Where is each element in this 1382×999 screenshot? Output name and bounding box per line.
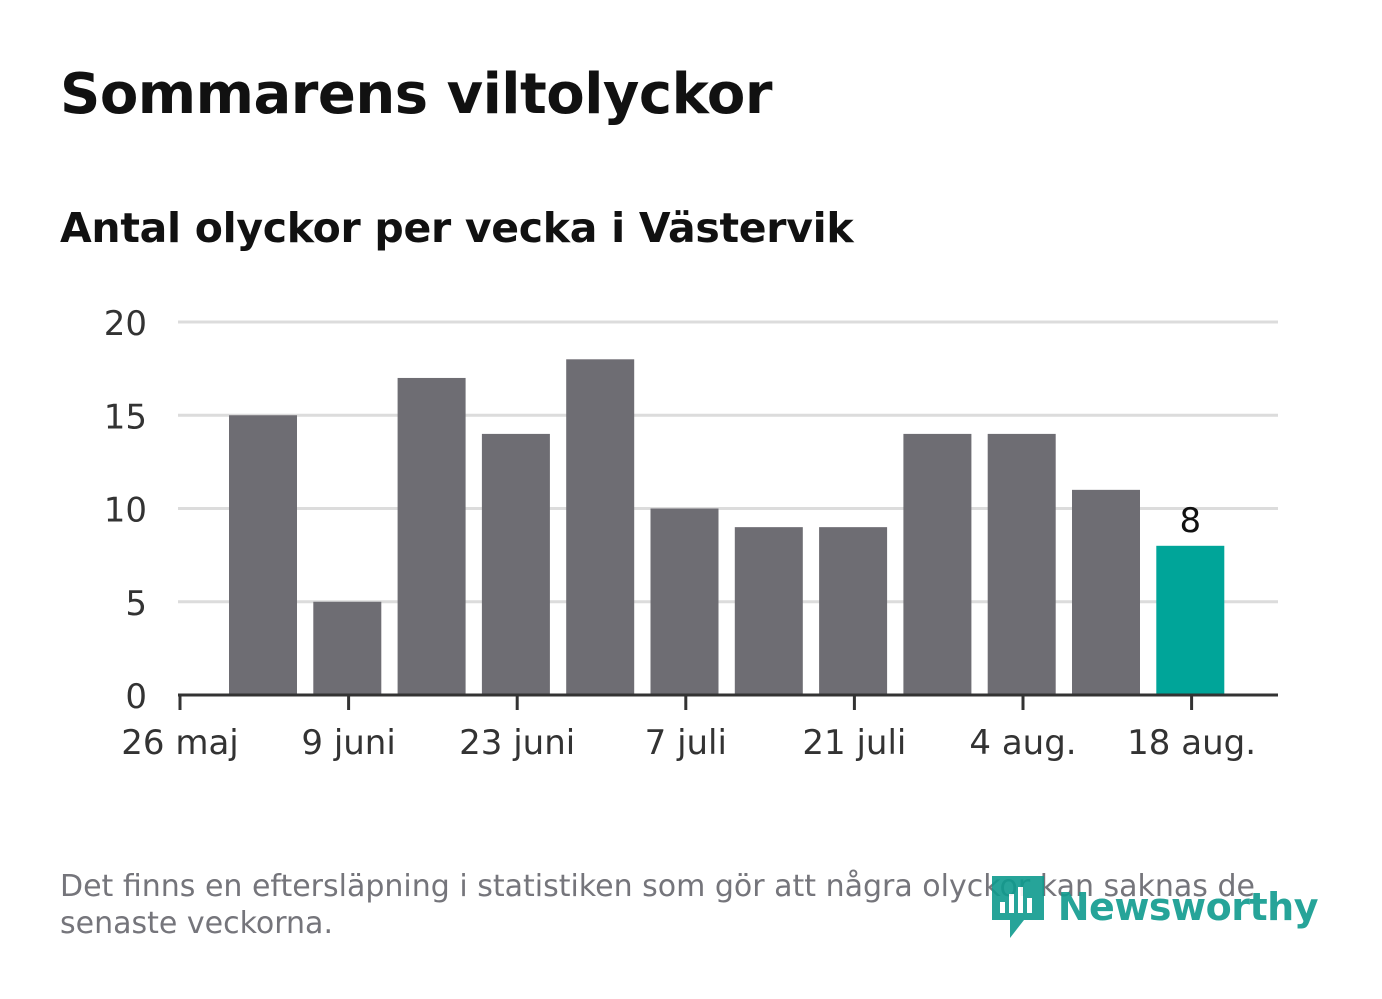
bar: [734, 527, 803, 695]
x-tick-label: 7 juli: [645, 723, 727, 763]
y-tick-label: 5: [125, 584, 147, 624]
y-tick-label: 20: [104, 304, 147, 344]
bar: [1156, 545, 1225, 695]
data-label: 8: [1179, 501, 1201, 541]
x-tick-label: 21 juli: [802, 723, 906, 763]
bar: [819, 527, 888, 695]
bar: [229, 415, 297, 695]
bars: [229, 359, 1225, 695]
bar: [1072, 489, 1140, 695]
chart-title: Sommarens viltolyckor: [60, 62, 772, 127]
x-tick-label: 9 juni: [301, 723, 395, 763]
bar: [566, 359, 635, 695]
axes: [178, 693, 1278, 710]
brand-name: Newsworthy: [1057, 885, 1319, 929]
labels: 0 5 10 15 20 8 26 maj 9 juni 23 juni 7 juli 21 jul…: [104, 304, 1256, 763]
bar: [397, 377, 466, 695]
x-tick-label: 18 aug.: [1127, 723, 1256, 763]
y-tick-label: 15: [104, 397, 147, 437]
y-tick-label: 0: [125, 677, 147, 717]
x-tick-label: 4 aug.: [969, 723, 1076, 763]
newsworthy-logo-icon: [991, 876, 1044, 938]
y-tick-label: 10: [104, 491, 147, 531]
bar: [903, 433, 972, 695]
footnote: Det finns en eftersläpning i statistiken…: [60, 869, 1255, 941]
bar: [313, 601, 382, 695]
x-tick-label: 23 juni: [459, 723, 575, 763]
bar: [987, 433, 1056, 695]
bar-chart: 0 5 10 15 20 8 26 maj 9 juni 23 juni 7 juli 21 jul…: [104, 304, 1278, 763]
bar: [481, 433, 550, 695]
x-tick-label: 26 maj: [121, 723, 238, 763]
chart-subtitle: Antal olyckor per vecka i Västervik: [60, 204, 854, 252]
bar: [650, 508, 719, 695]
brand-logo: Newsworthy: [991, 876, 1319, 938]
